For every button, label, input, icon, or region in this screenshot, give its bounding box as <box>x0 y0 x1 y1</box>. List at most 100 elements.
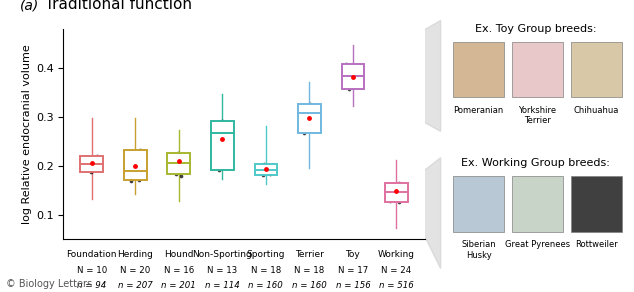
Point <box>349 72 359 77</box>
Point <box>392 198 403 203</box>
Point <box>134 159 145 164</box>
Point <box>134 161 144 166</box>
Text: Foundation: Foundation <box>67 250 117 259</box>
Point <box>174 159 184 164</box>
Bar <box>385 183 408 202</box>
Point <box>307 105 317 110</box>
Text: Great Pyrenees: Great Pyrenees <box>505 240 570 249</box>
Point <box>262 167 272 171</box>
Bar <box>81 156 103 172</box>
Point <box>214 120 224 124</box>
Text: Traditional function: Traditional function <box>46 0 192 12</box>
Point <box>393 192 403 197</box>
Point <box>396 191 406 195</box>
Point <box>299 111 309 116</box>
Point <box>214 167 224 172</box>
Point <box>302 125 312 129</box>
Text: Sporting: Sporting <box>247 250 285 259</box>
Text: Siberian
Husky: Siberian Husky <box>462 240 496 260</box>
Text: N = 20: N = 20 <box>120 266 150 275</box>
Point <box>175 157 185 161</box>
Point <box>216 127 226 132</box>
Point <box>354 82 364 86</box>
Point <box>389 191 399 196</box>
Text: N = 10: N = 10 <box>77 266 107 275</box>
Point <box>224 137 234 142</box>
Point <box>125 152 135 156</box>
Point <box>396 193 406 198</box>
Point <box>85 165 95 169</box>
Point <box>132 171 142 176</box>
Bar <box>124 150 146 180</box>
Text: Herding: Herding <box>117 250 153 259</box>
Point <box>89 161 100 166</box>
Point <box>391 187 401 192</box>
Point <box>306 107 316 112</box>
Point <box>267 164 277 169</box>
Point <box>179 160 190 165</box>
Point <box>126 178 136 183</box>
Text: n = 156: n = 156 <box>335 281 370 290</box>
Point <box>131 171 141 176</box>
Text: Toy: Toy <box>346 250 360 259</box>
Text: Working: Working <box>378 250 415 259</box>
Text: Chihuahua: Chihuahua <box>574 106 619 115</box>
Point <box>175 171 185 176</box>
Point <box>135 148 145 153</box>
Point <box>93 168 103 172</box>
Text: Terrier: Terrier <box>295 250 324 259</box>
FancyBboxPatch shape <box>512 176 563 232</box>
Point <box>394 181 404 185</box>
Point <box>263 164 273 168</box>
Bar <box>254 164 277 175</box>
Point <box>349 81 359 85</box>
Text: Hound: Hound <box>164 250 193 259</box>
Point <box>256 169 266 173</box>
Point <box>265 170 275 174</box>
Text: N = 18: N = 18 <box>294 266 325 275</box>
Point <box>301 115 311 119</box>
Point <box>394 183 404 188</box>
Text: n = 160: n = 160 <box>249 281 283 290</box>
Point <box>398 197 408 201</box>
Point <box>136 166 146 171</box>
Y-axis label: log Relative endocranial volume: log Relative endocranial volume <box>22 44 32 224</box>
Point <box>302 111 312 116</box>
Bar <box>342 65 365 89</box>
Point <box>261 170 271 175</box>
Text: n = 94: n = 94 <box>77 281 107 290</box>
Point <box>172 170 182 174</box>
Point <box>304 110 314 115</box>
Point <box>131 172 141 177</box>
Point <box>342 73 352 78</box>
Point <box>173 151 183 155</box>
Point <box>299 116 309 121</box>
Point <box>389 184 399 189</box>
Point <box>131 169 141 173</box>
Text: N = 17: N = 17 <box>338 266 368 275</box>
Point <box>393 190 403 194</box>
Text: (a): (a) <box>20 0 39 12</box>
Point <box>175 164 185 168</box>
Text: n = 160: n = 160 <box>292 281 327 290</box>
Point <box>305 102 315 106</box>
Point <box>256 166 266 171</box>
Point <box>385 199 395 204</box>
Point <box>391 195 401 200</box>
Point <box>176 154 186 159</box>
Point <box>349 68 359 73</box>
Point <box>393 194 403 199</box>
Point <box>256 166 266 171</box>
Point <box>394 200 404 205</box>
Point <box>351 71 361 76</box>
Point <box>257 173 268 177</box>
Point <box>392 194 403 198</box>
Point <box>302 127 312 132</box>
Point <box>354 76 364 80</box>
Text: Ex. Working Group breeds:: Ex. Working Group breeds: <box>462 158 610 168</box>
Point <box>171 172 181 177</box>
Point <box>264 171 274 175</box>
Point <box>345 66 355 71</box>
Bar <box>167 153 190 174</box>
Text: Pomeranian: Pomeranian <box>453 106 504 115</box>
